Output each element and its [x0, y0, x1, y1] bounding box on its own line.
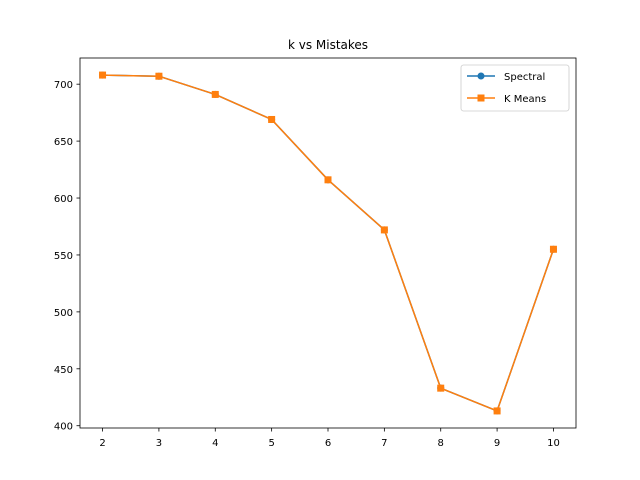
- x-tick-label: 8: [438, 438, 444, 449]
- k-means-point: [493, 407, 501, 415]
- k-means-point: [211, 90, 219, 98]
- legend-marker-k-means: [477, 94, 485, 102]
- k-means-point: [99, 71, 107, 79]
- k-means-point: [324, 176, 332, 184]
- k-means-point: [268, 115, 276, 123]
- k-means-point: [380, 226, 388, 234]
- x-tick-label: 10: [547, 438, 560, 449]
- plot-area-frame: [79, 57, 577, 429]
- x-tick-label: 7: [381, 438, 387, 449]
- x-tick-label: 6: [325, 438, 331, 449]
- series-layer: [99, 71, 557, 415]
- y-tick-label: 550: [54, 251, 73, 262]
- y-tick-label: 500: [54, 308, 73, 319]
- k-means-point: [155, 72, 163, 80]
- y-tick-label: 700: [54, 80, 73, 91]
- k-means-point: [549, 245, 557, 253]
- x-tick-label: 2: [99, 438, 105, 449]
- legend: Spectral K Means: [460, 64, 570, 112]
- y-tick-label: 600: [54, 194, 73, 205]
- x-tick-label: 4: [212, 438, 218, 449]
- k-means-point: [437, 384, 445, 392]
- x-tick-label: 5: [268, 438, 274, 449]
- x-tick-label: 3: [156, 438, 162, 449]
- chart-title: k vs Mistakes: [288, 38, 368, 52]
- axis-ticks: 2 3 4 5 6 7 8 9 10 400 450 500 550 600 650 700: [54, 80, 560, 449]
- y-tick-label: 650: [54, 137, 73, 148]
- x-tick-label: 9: [494, 438, 500, 449]
- legend-label-k-means: K Means: [504, 94, 546, 105]
- legend-marker-spectral: [477, 72, 485, 80]
- y-tick-label: 400: [54, 422, 73, 433]
- legend-label-spectral: Spectral: [504, 72, 545, 83]
- y-tick-label: 450: [54, 365, 73, 376]
